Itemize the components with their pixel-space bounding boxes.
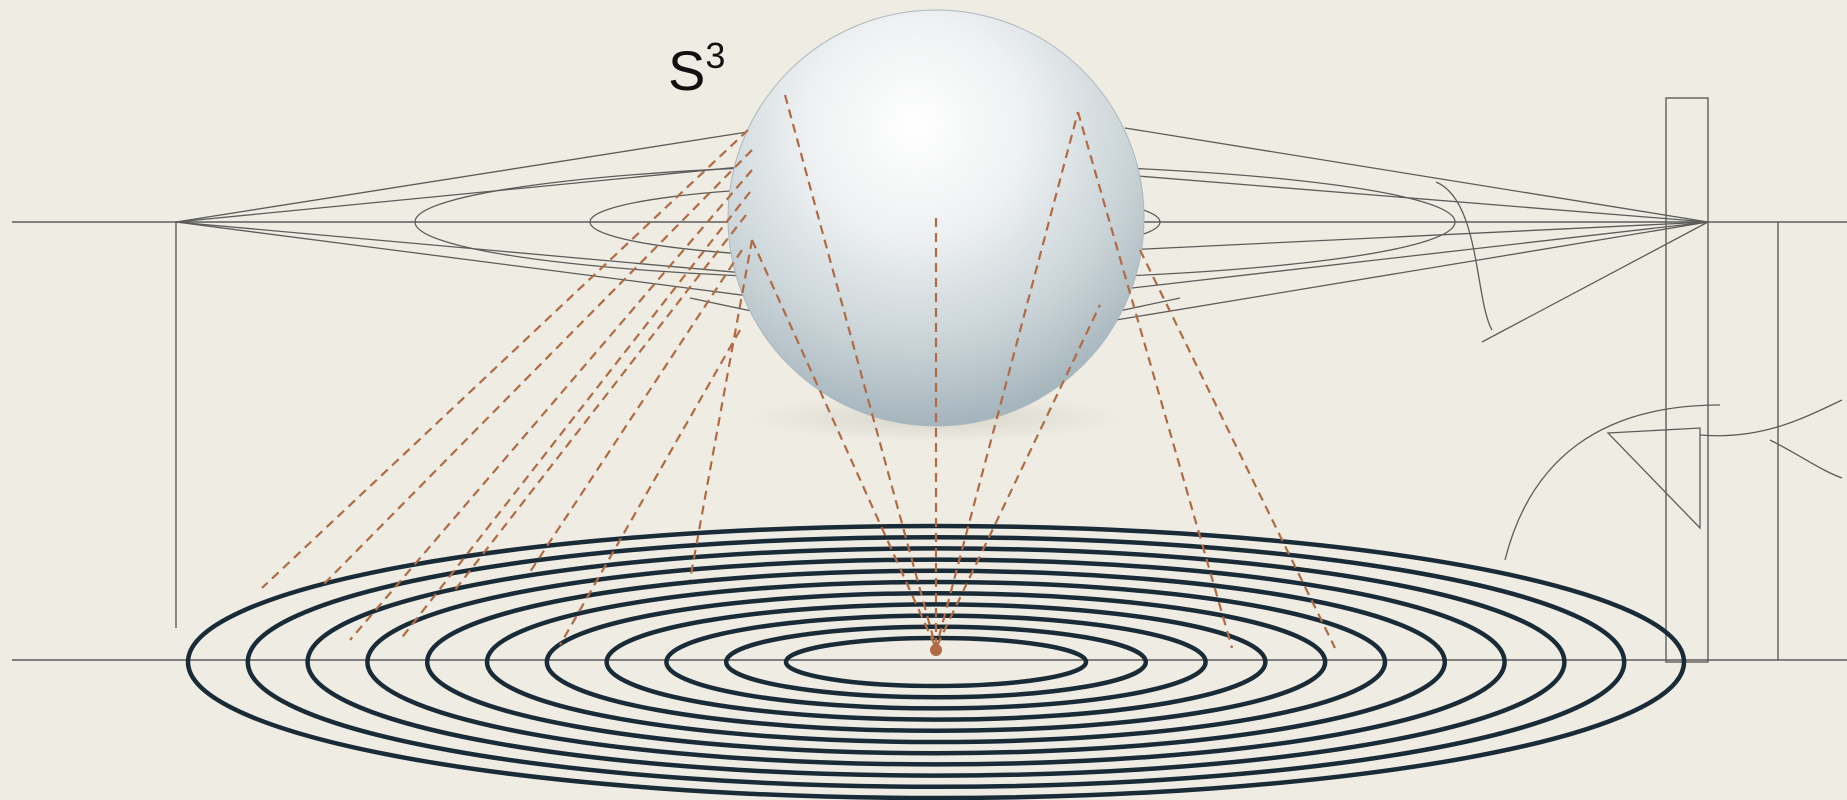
projection-ray [319,149,753,589]
right-apex-line [1124,221,1709,251]
projection-ray [559,329,741,646]
left-apex-line [175,164,761,223]
projection-ray [454,214,747,591]
projection-focal-point [930,644,942,656]
ground-ellipse-ring [604,602,1268,722]
sphere-label-base: S [668,39,705,102]
right-post [1665,97,1709,663]
right-apex-line [1124,174,1709,223]
ground-ellipse-ring [365,557,1507,767]
projection-ray [349,169,753,641]
projection-ray [688,239,754,581]
projection-rays [261,94,1336,653]
sphere-label: S3 [668,35,725,102]
right-curve [1435,181,1493,331]
ground-ellipse-ring [245,534,1627,790]
right-apex-line [1124,127,1709,223]
right-diagonal-line [1481,221,1709,343]
projection-ray [1076,111,1234,649]
right-flare-curve [1699,399,1843,479]
right-small-triangle [1606,427,1701,530]
projection-ray [261,129,749,589]
right-lower-arc [1504,404,1721,561]
sphere-label-exponent: 3 [705,35,725,76]
left-apex-line [175,129,761,223]
projection-ray [527,249,743,576]
left-apex-line [175,221,781,301]
projection-ray [399,191,751,641]
left-apex-line [175,221,801,279]
